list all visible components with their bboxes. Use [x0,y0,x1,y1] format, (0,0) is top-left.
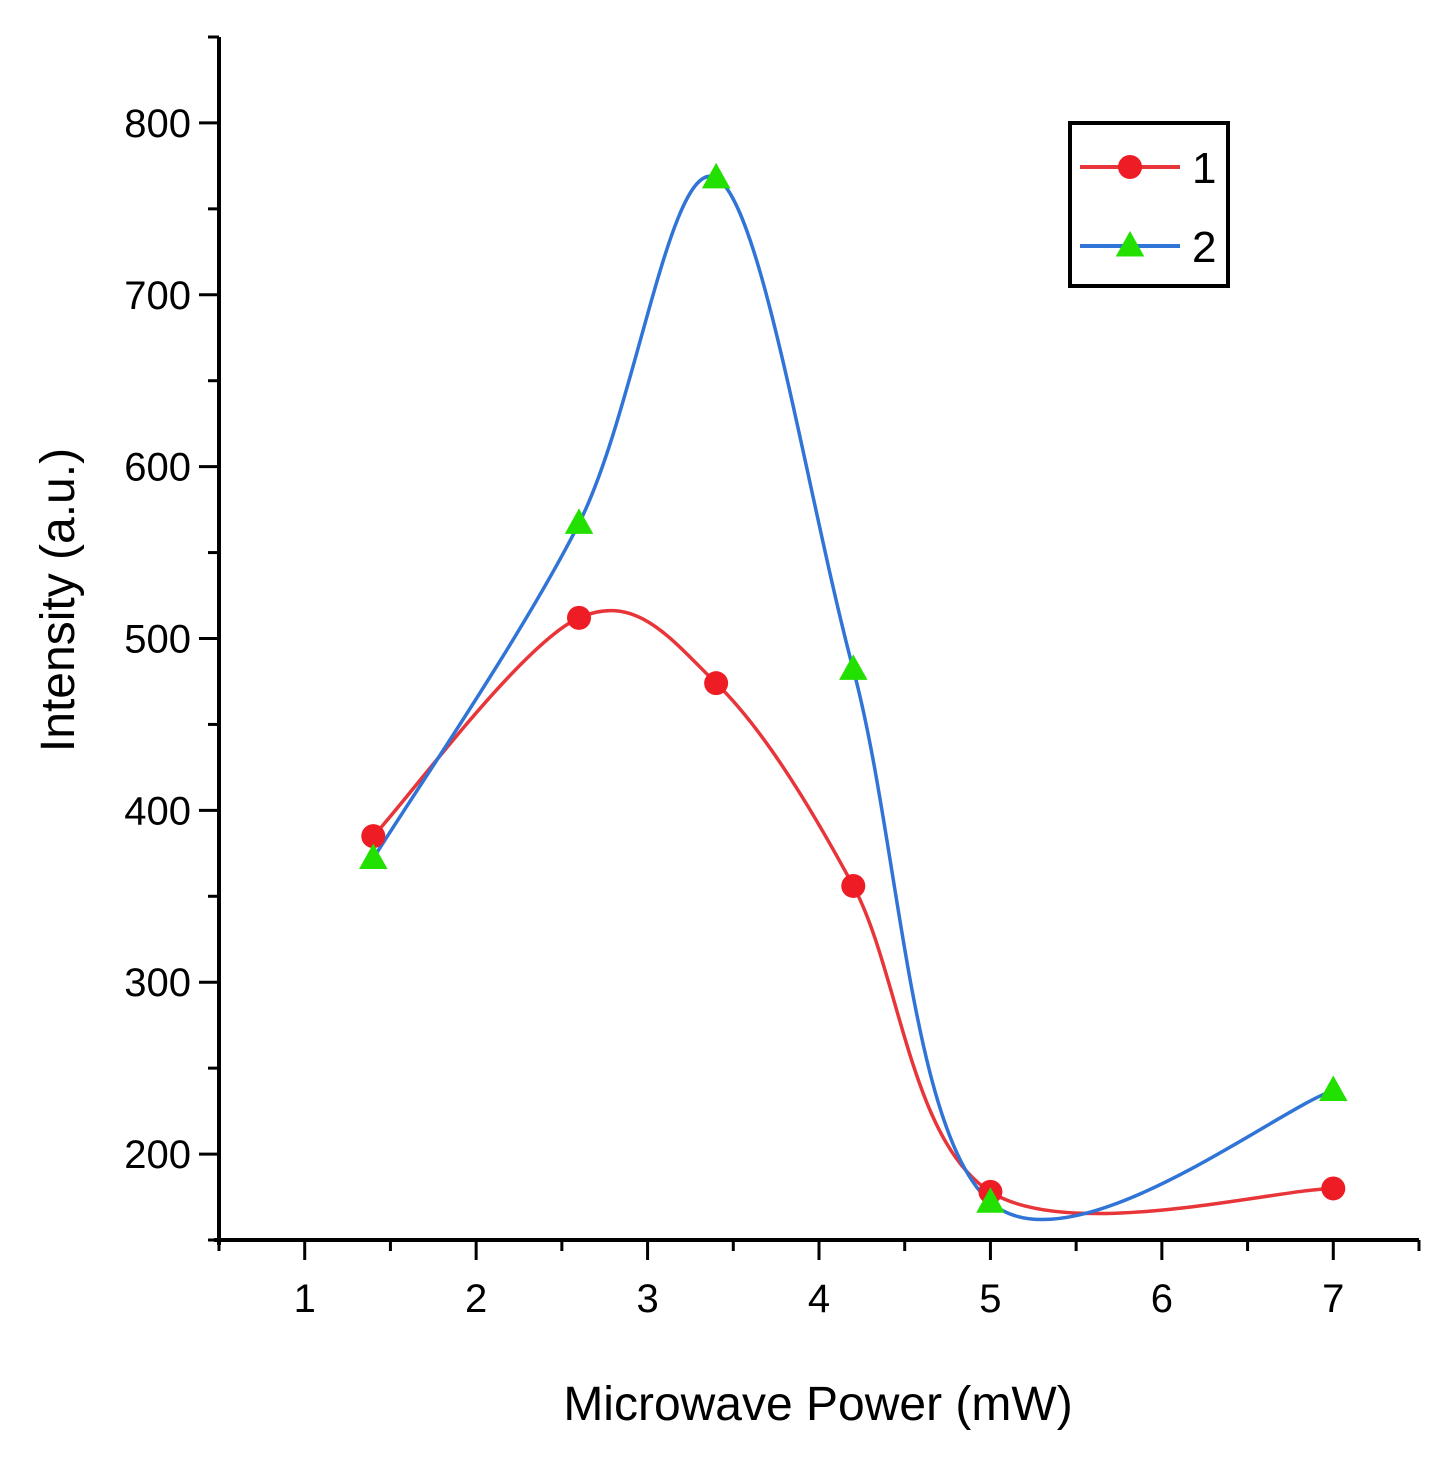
y-tick-label: 800 [124,102,191,146]
x-tick-label: 1 [294,1277,316,1321]
x-tick-label: 7 [1322,1277,1344,1321]
series-2-point [359,843,388,869]
x-tick-label: 3 [636,1277,658,1321]
y-tick-label: 200 [124,1133,191,1177]
series-2-point [1319,1075,1348,1101]
legend-1-label: 1 [1192,144,1216,193]
series-1-point [704,671,729,696]
x-tick-label: 2 [465,1277,487,1321]
y-tick-label: 700 [124,274,191,318]
series-2-point [701,162,731,189]
legend-1-marker [1118,155,1142,179]
x-axis-title: Microwave Power (mW) [563,1378,1072,1431]
legend-box [1068,121,1230,288]
series-2-point [976,1187,1005,1213]
y-tick-label: 600 [124,446,191,490]
legend-2-marker [1115,231,1145,257]
series-1-point [841,873,866,898]
plot-series [359,162,1348,1222]
y-axis-title: Intensity (a.u.) [32,448,85,752]
series-2-point [839,654,868,680]
y-tick-label: 300 [124,961,191,1005]
x-tick-label: 4 [808,1277,830,1321]
series-2-point [564,508,594,534]
y-tick-label: 400 [124,789,191,833]
series-1-point [1321,1176,1346,1201]
x-tick-label: 6 [1151,1277,1173,1321]
x-tick-label: 5 [979,1277,1001,1321]
series-1-point [567,605,591,630]
series-2-line [371,174,1334,1222]
series-1-line [372,608,1334,1216]
y-tick-label: 500 [124,618,191,662]
legend: 12 [1068,121,1230,288]
legend-2-label: 2 [1192,223,1216,272]
series-1-point [361,824,386,849]
